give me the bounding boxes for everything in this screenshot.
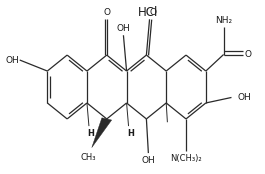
Text: OH: OH [237,93,251,102]
Text: N(CH₃)₂: N(CH₃)₂ [170,153,202,163]
Text: HCl: HCl [138,6,158,19]
Text: CH₃: CH₃ [81,153,96,162]
Text: NH₂: NH₂ [215,16,232,25]
Text: H: H [127,129,134,138]
Text: O: O [149,8,156,17]
Text: OH: OH [142,156,155,165]
Text: OH: OH [6,56,20,65]
Polygon shape [92,118,112,148]
Text: O: O [103,8,110,17]
Text: O: O [245,50,251,59]
Text: H: H [87,129,94,138]
Text: OH: OH [117,24,130,33]
